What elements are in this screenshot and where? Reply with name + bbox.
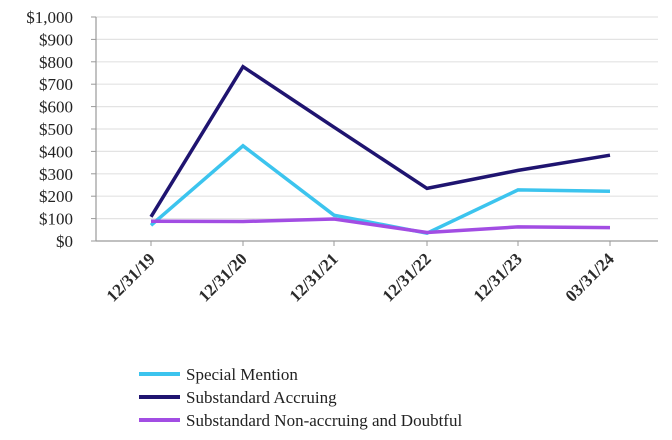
series-lines (149, 64, 611, 236)
legend-label: Substandard Accruing (186, 388, 337, 407)
legend-label: Special Mention (186, 365, 298, 384)
y-tick-label: $700 (39, 75, 73, 94)
y-tick-label: $600 (39, 98, 73, 117)
x-tick-label: 03/31/24 (562, 249, 619, 306)
y-tick-label: $500 (39, 120, 73, 139)
legend: Special Mention Substandard Accruing Subst… (139, 365, 462, 430)
x-tick-label: 12/31/20 (195, 249, 251, 305)
grid-lines (96, 16, 658, 220)
x-tick-label: 12/31/21 (286, 249, 342, 305)
y-tick-label: $400 (39, 142, 73, 161)
axes (91, 16, 658, 246)
y-tick-label: $800 (39, 53, 73, 72)
y-tick-label: $100 (39, 210, 73, 229)
y-tick-label: $200 (39, 187, 73, 206)
legend-label: Substandard Non-accruing and Doubtful (186, 411, 462, 430)
y-tick-label: $300 (39, 165, 73, 184)
y-tick-label: $0 (56, 232, 73, 251)
x-tick-label: 12/31/19 (103, 249, 159, 305)
y-tick-label: $900 (39, 30, 73, 49)
x-tick-label: 12/31/23 (470, 249, 526, 305)
series-line-2 (149, 64, 611, 218)
y-axis-tick-labels: $0 $100 $200 $300 $400 $500 $600 $700 $800 $900 $1… (26, 8, 73, 251)
x-tick-label: 12/31/22 (379, 249, 435, 305)
y-tick-label: $1,000 (26, 8, 73, 27)
series-line-3 (150, 217, 611, 235)
x-axis-tick-labels: 12/31/19 12/31/20 12/31/21 12/31/22 12/31/23… (103, 249, 619, 306)
